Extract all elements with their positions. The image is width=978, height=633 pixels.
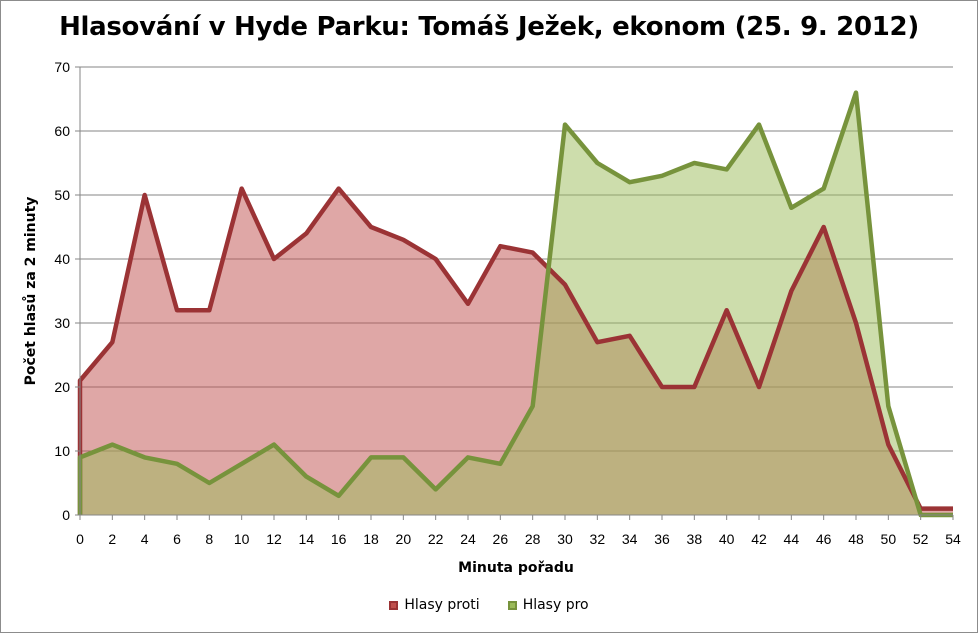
x-tick-label-24: 24 [460, 531, 476, 547]
y-tick-label-40: 40 [54, 251, 70, 267]
x-tick-label-48: 48 [848, 531, 864, 547]
y-tick-label-70: 70 [54, 59, 70, 75]
x-tick-label-42: 42 [751, 531, 767, 547]
x-tick-label-28: 28 [525, 531, 541, 547]
x-tick-label-26: 26 [493, 531, 509, 547]
x-tick-label-50: 50 [881, 531, 897, 547]
x-tick-label-40: 40 [719, 531, 735, 547]
y-axis-title: Počet hlasů za 2 minuty [22, 197, 39, 386]
y-tick-label-30: 30 [54, 315, 70, 331]
legend-label-0: Hlasy proti [404, 597, 480, 613]
legend-swatch-0 [389, 600, 399, 610]
x-tick-label-52: 52 [913, 531, 929, 547]
chart-title: Hlasování v Hyde Parku: Tomáš Ježek, eko… [59, 12, 919, 42]
y-tick-label-0: 0 [62, 507, 70, 523]
x-tick-label-36: 36 [654, 531, 670, 547]
x-tick-label-4: 4 [141, 531, 149, 547]
x-tick-label-6: 6 [173, 531, 181, 547]
x-tick-label-18: 18 [363, 531, 379, 547]
x-tick-label-16: 16 [331, 531, 347, 547]
y-tick-label-50: 50 [54, 187, 70, 203]
legend: Hlasy proti Hlasy pro [0, 597, 978, 613]
x-tick-label-0: 0 [76, 531, 84, 547]
y-tick-label-60: 60 [54, 123, 70, 139]
x-tick-label-20: 20 [396, 531, 412, 547]
x-tick-label-22: 22 [428, 531, 444, 547]
x-axis-title: Minuta pořadu [458, 560, 574, 576]
legend-item-1: Hlasy pro [507, 597, 589, 613]
line-series-0 [77, 186, 953, 515]
x-tick-label-12: 12 [266, 531, 282, 547]
x-tick-label-10: 10 [234, 531, 250, 547]
x-tick-label-8: 8 [205, 531, 213, 547]
x-tick-label-34: 34 [622, 531, 638, 547]
x-tick-label-32: 32 [590, 531, 606, 547]
legend-item-0: Hlasy proti [389, 597, 480, 613]
line-series-1 [77, 90, 953, 518]
x-tick-label-38: 38 [687, 531, 703, 547]
x-tick-label-30: 30 [557, 531, 573, 547]
x-tick-label-2: 2 [108, 531, 116, 547]
x-tick-label-14: 14 [299, 531, 315, 547]
legend-label-1: Hlasy pro [522, 597, 589, 613]
legend-swatch-1 [507, 600, 517, 610]
x-tick-label-46: 46 [816, 531, 832, 547]
y-tick-label-20: 20 [54, 379, 70, 395]
area-series-1 [80, 92, 953, 515]
x-tick-label-54: 54 [945, 531, 961, 547]
x-tick-label-44: 44 [784, 531, 800, 547]
y-tick-label-10: 10 [54, 443, 70, 459]
